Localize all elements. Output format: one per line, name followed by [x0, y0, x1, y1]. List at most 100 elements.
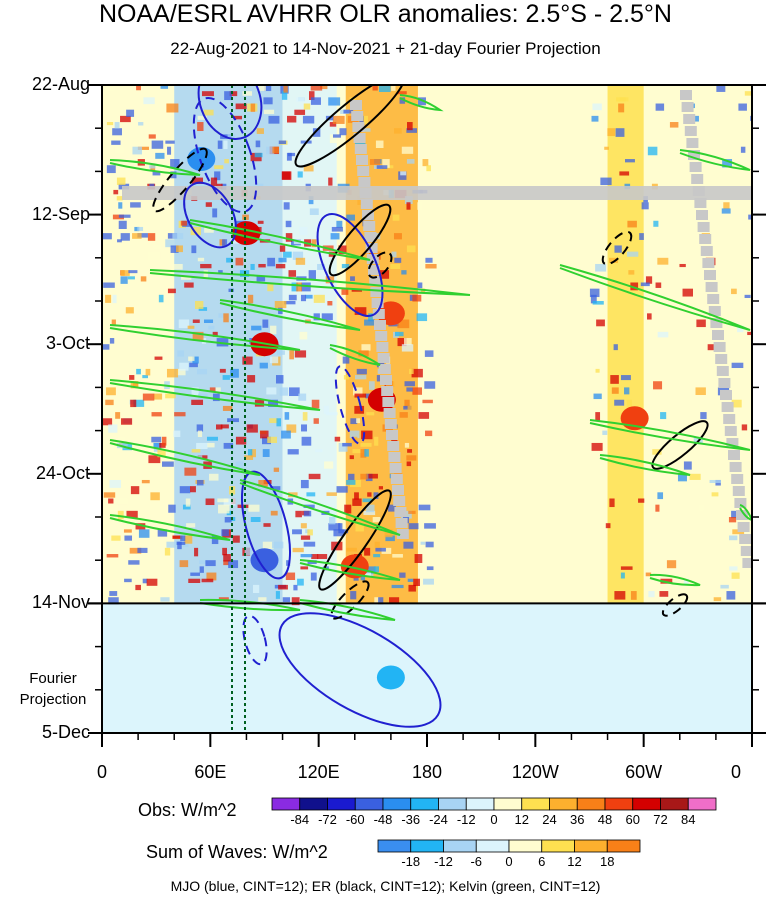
- field-speckle: [286, 424, 297, 433]
- field-speckle: [414, 554, 423, 563]
- field-speckle: [293, 584, 298, 591]
- field-speckle: [226, 257, 233, 263]
- wave-overlays: [109, 85, 752, 733]
- missing-stripe-b: [363, 221, 376, 231]
- field-speckle: [179, 486, 191, 494]
- field-speckle: [592, 301, 604, 305]
- missing-stripe-a: [718, 378, 731, 388]
- field-speckle: [135, 523, 146, 530]
- field-speckle: [406, 245, 416, 253]
- missing-data-layer: [122, 90, 752, 568]
- missing-stripe-a: [721, 402, 734, 412]
- field-speckle: [129, 547, 142, 554]
- missing-stripe-a: [700, 246, 713, 256]
- field-speckle: [367, 492, 372, 497]
- field-band-5: [607, 85, 644, 604]
- field-speckle: [401, 344, 414, 352]
- field-speckle: [657, 331, 669, 338]
- field-speckle: [320, 85, 328, 90]
- missing-stripe-a: [688, 150, 700, 160]
- field-speckle: [283, 202, 290, 210]
- missing-stripe-a: [686, 138, 699, 148]
- x-tick-label: 180: [411, 762, 443, 782]
- field-speckle: [418, 412, 430, 419]
- field-speckle: [373, 251, 382, 256]
- field-speckle: [295, 257, 306, 265]
- field-speckle: [378, 85, 391, 92]
- field-speckle: [647, 313, 652, 320]
- field-speckle: [404, 442, 410, 448]
- field-speckle: [389, 597, 400, 603]
- field-speckle: [590, 294, 597, 304]
- field-speckle: [161, 461, 174, 467]
- missing-stripe-b: [370, 287, 383, 297]
- field-speckle: [361, 430, 373, 440]
- field-speckle: [102, 233, 112, 240]
- field-speckle: [407, 449, 413, 453]
- missing-stripe-a: [710, 318, 723, 328]
- field-speckle: [283, 251, 292, 258]
- field-speckle: [136, 85, 141, 91]
- field-speckle: [268, 115, 280, 124]
- field-speckle: [191, 245, 197, 254]
- field-speckle: [423, 578, 434, 585]
- field-speckle: [391, 584, 404, 589]
- field-speckle: [366, 566, 376, 574]
- field-speckle: [362, 498, 373, 503]
- missing-stripe-a: [731, 474, 744, 484]
- field-speckle: [373, 492, 379, 500]
- field-speckle: [309, 208, 319, 215]
- field-speckle: [285, 233, 293, 242]
- field-speckle: [172, 233, 184, 240]
- field-speckle: [244, 455, 254, 460]
- field-speckle: [346, 479, 356, 485]
- field-speckle: [707, 344, 719, 351]
- obs-colorbar-swatch: [465, 797, 495, 811]
- field-speckle: [278, 257, 287, 263]
- field-speckle: [404, 196, 413, 204]
- field-speckle: [142, 393, 155, 401]
- field-speckle: [336, 220, 343, 228]
- field-speckle: [349, 455, 354, 460]
- field-speckle: [227, 418, 239, 423]
- field-speckle: [308, 473, 321, 480]
- field-speckle: [298, 393, 307, 401]
- kelvin-contour: [649, 573, 701, 587]
- obs-colorbar-swatch: [410, 797, 439, 811]
- field-speckle: [218, 597, 229, 602]
- field-speckle: [388, 504, 396, 512]
- field-speckle: [197, 430, 203, 438]
- field-speckle: [137, 226, 144, 231]
- waves-colorbar-tick: 6: [538, 854, 546, 869]
- field-speckle: [426, 165, 431, 172]
- field-speckle: [111, 535, 121, 541]
- missing-band: [122, 186, 752, 200]
- x-tick-label: 0: [96, 762, 107, 782]
- field-speckle: [306, 492, 316, 497]
- field-speckle: [150, 492, 160, 501]
- field-speckle: [284, 412, 290, 420]
- field-speckle: [137, 547, 148, 553]
- field-speckle: [355, 375, 367, 380]
- field-speckle: [624, 159, 635, 163]
- field-speckle: [731, 362, 744, 369]
- obs-colorbar-tick: -72: [318, 812, 337, 827]
- field-speckle: [618, 103, 625, 113]
- field-speckle: [192, 356, 199, 364]
- field-speckle: [593, 393, 602, 400]
- field-speckle: [147, 233, 156, 241]
- field-speckle: [417, 202, 423, 210]
- field-speckle: [250, 263, 255, 270]
- field-speckle: [360, 442, 372, 447]
- field-speckle: [190, 486, 196, 493]
- field-speckle: [591, 442, 603, 451]
- field-speckle: [161, 436, 167, 446]
- y-tick-label: 5-Dec: [41, 722, 90, 742]
- field-speckle: [224, 91, 232, 101]
- field-speckle: [613, 344, 618, 351]
- waves-colorbar-swatch: [574, 839, 608, 853]
- obs-colorbar-tick: 0: [490, 812, 498, 827]
- field-speckle: [230, 368, 239, 378]
- field-speckle: [360, 473, 368, 480]
- field-speckle: [424, 523, 436, 529]
